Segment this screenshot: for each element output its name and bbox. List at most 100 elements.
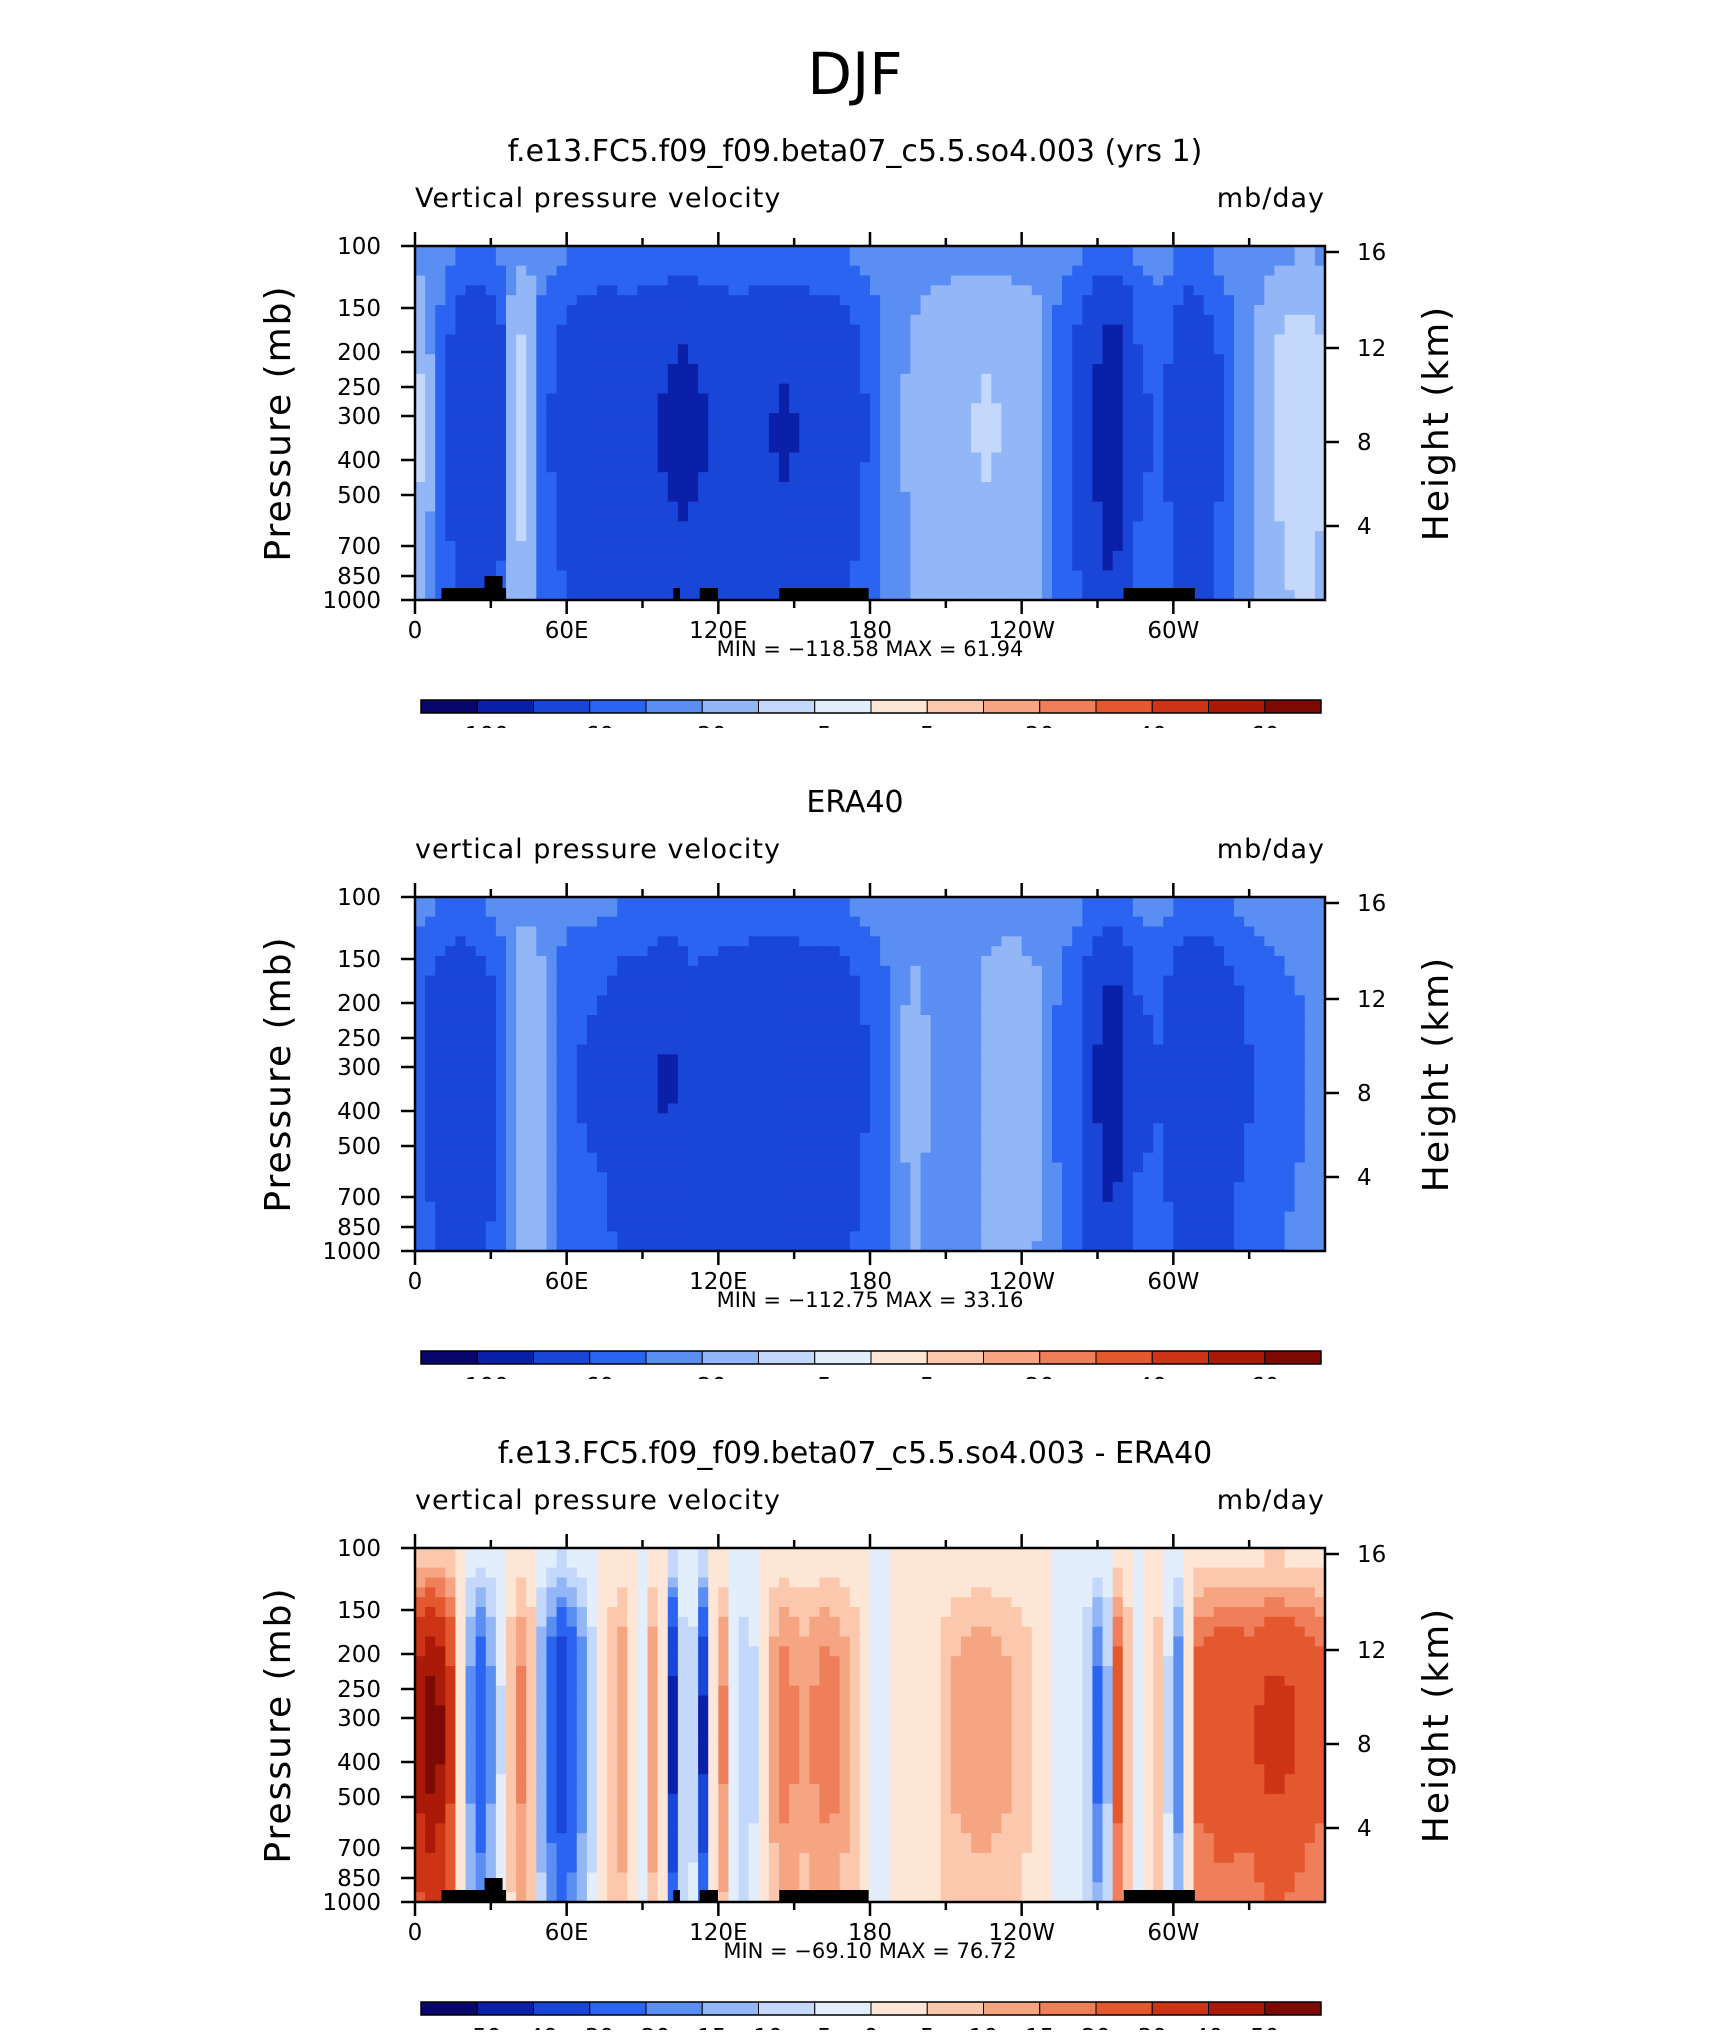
heatmap-cell	[546, 373, 558, 385]
heatmap-cell	[708, 462, 719, 473]
heatmap-cell	[870, 1034, 881, 1046]
heatmap-cell	[657, 511, 669, 522]
heatmap-cell	[536, 1241, 548, 1252]
heatmap-cell	[556, 531, 568, 542]
heatmap-cell	[506, 501, 517, 513]
heatmap-cell	[768, 1005, 780, 1016]
heatmap-cell	[435, 423, 446, 434]
heatmap-cell	[536, 364, 548, 375]
heatmap-cell	[789, 560, 800, 572]
heatmap-cell	[859, 452, 871, 463]
heatmap-cell	[526, 1093, 537, 1105]
heatmap-cell	[566, 916, 578, 928]
heatmap-cell	[566, 1221, 578, 1232]
heatmap-cell	[495, 482, 507, 493]
heatmap-cell	[425, 383, 436, 395]
heatmap-cell	[1244, 246, 1255, 257]
heatmap-cell	[607, 373, 618, 385]
heatmap-cell	[516, 364, 527, 375]
heatmap-cell	[435, 1152, 446, 1164]
heatmap-cell	[607, 570, 618, 581]
heatmap-cell	[495, 501, 507, 513]
heatmap-cell	[809, 511, 821, 522]
heatmap-cell	[657, 531, 669, 542]
heatmap-cell	[718, 354, 730, 365]
heatmap-cell	[900, 413, 912, 424]
heatmap-cell	[1082, 521, 1094, 532]
heatmap-cell	[880, 501, 891, 513]
heatmap-cell	[1254, 285, 1265, 296]
heatmap-cell	[799, 501, 810, 513]
heatmap-cell	[1223, 521, 1235, 532]
heatmap-cell	[748, 916, 760, 928]
heatmap-cell	[718, 541, 730, 552]
heatmap-cell	[1264, 334, 1276, 345]
heatmap-cell	[718, 1054, 730, 1065]
heatmap-cell	[880, 541, 891, 552]
heatmap-cell	[1223, 324, 1235, 336]
heatmap-cell	[677, 1182, 689, 1193]
heatmap-cell	[1082, 452, 1094, 463]
heatmap-cell	[950, 452, 962, 463]
heatmap-cell	[708, 1005, 719, 1016]
heatmap-cell	[1072, 285, 1083, 296]
heatmap-cell	[445, 373, 457, 385]
heatmap-cell	[627, 324, 639, 336]
heatmap-cell	[738, 1142, 750, 1154]
heatmap-cell	[910, 246, 922, 257]
heatmap-cell	[1072, 275, 1083, 286]
heatmap-cell	[627, 1182, 639, 1193]
heatmap-cell	[526, 314, 537, 326]
heatmap-cell	[1173, 482, 1185, 493]
heatmap-cell	[536, 1221, 548, 1232]
heatmap-cell	[1244, 570, 1255, 581]
heatmap-cell	[1163, 403, 1174, 414]
heatmap-cell	[627, 482, 639, 493]
heatmap-cell	[859, 1172, 871, 1183]
heatmap-cell	[1203, 324, 1215, 336]
panel-title: ERA40	[806, 785, 903, 820]
heatmap-cell	[1052, 383, 1063, 395]
heatmap-cell	[586, 1103, 598, 1114]
heatmap-cell	[768, 946, 780, 957]
heatmap-cell	[445, 265, 457, 277]
heatmap-cell	[819, 403, 831, 414]
heatmap-cell	[708, 975, 719, 987]
heatmap-cell	[940, 364, 952, 375]
heatmap-cell	[981, 580, 992, 591]
heatmap-cell	[718, 1044, 730, 1055]
heatmap-cell	[415, 393, 426, 404]
heatmap-cell	[586, 275, 598, 286]
heatmap-cell	[566, 265, 578, 277]
heatmap-cell	[758, 305, 770, 316]
heatmap-cell	[1274, 305, 1286, 316]
heatmap-cell	[738, 1231, 750, 1242]
heatmap-cell	[779, 1024, 790, 1036]
heatmap-cell	[506, 482, 517, 493]
heatmap-cell	[1062, 560, 1073, 572]
heatmap-cell	[667, 1044, 679, 1055]
heatmap-cell	[738, 354, 750, 365]
heatmap-cell	[566, 1034, 578, 1046]
heatmap-cell	[698, 1064, 709, 1075]
heatmap-cell	[789, 1211, 800, 1223]
heatmap-cell	[1102, 373, 1114, 385]
heatmap-cell	[819, 314, 831, 326]
heatmap-cell	[870, 373, 881, 385]
heatmap-cell	[1153, 550, 1164, 562]
heatmap-cell	[637, 423, 649, 434]
heatmap-cell	[849, 354, 861, 365]
heatmap-cell	[566, 897, 578, 908]
heatmap-cell	[617, 1103, 628, 1114]
heatmap-cell	[708, 403, 719, 414]
heatmap-cell	[1041, 364, 1053, 375]
heatmap-cell	[859, 472, 871, 483]
heatmap-cell	[1244, 442, 1255, 454]
heatmap-cell	[728, 1005, 740, 1016]
heatmap-cell	[718, 1083, 730, 1095]
heatmap-cell	[698, 1054, 709, 1065]
heatmap-cell	[677, 1133, 689, 1144]
heatmap-cell	[1234, 334, 1245, 345]
heatmap-cell	[799, 265, 810, 277]
y-tick-label: 850	[337, 564, 381, 590]
